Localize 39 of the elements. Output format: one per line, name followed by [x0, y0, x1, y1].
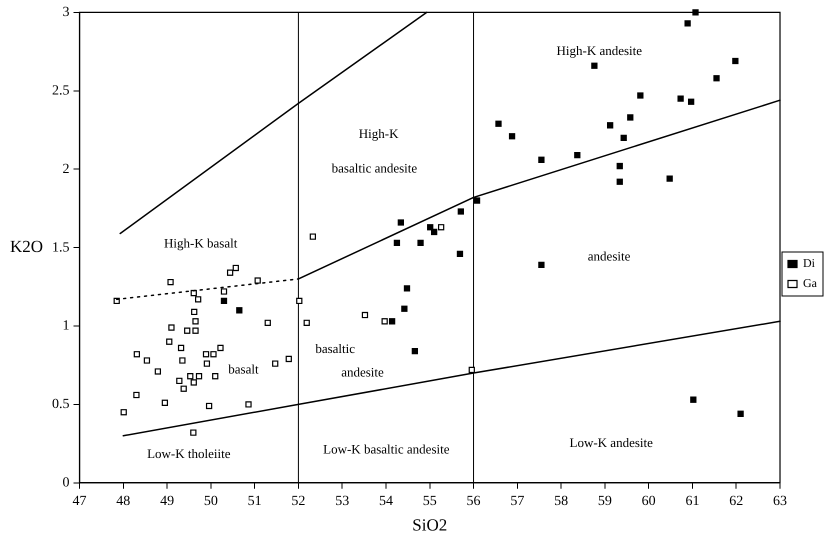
x-tick-label: 52	[291, 494, 306, 509]
x-tick-label: 59	[598, 494, 612, 509]
annotation: High-K	[358, 126, 400, 142]
x-tick-label: 51	[248, 494, 262, 509]
y-tick-label: 2	[62, 162, 70, 177]
x-axis-title: SiO2	[412, 515, 448, 534]
x-tick-label: 54	[378, 494, 393, 509]
x-tick-label: 63	[773, 494, 788, 509]
x-tick-label: 58	[554, 494, 568, 509]
x-tick-label: 47	[72, 494, 86, 509]
legend-label: Di	[803, 256, 816, 270]
y-axis-title: K2O	[10, 237, 44, 256]
y-tick-label: 2.5	[52, 83, 70, 98]
annotation: High-K andesite	[556, 42, 642, 58]
x-tick-label: 56	[466, 494, 481, 509]
x-tick-label: 49	[160, 494, 174, 509]
x-tick-label: 50	[204, 494, 218, 509]
x-tick-label: 61	[685, 494, 700, 509]
x-tick-label: 60	[642, 494, 656, 509]
y-tick-label: 1	[62, 318, 70, 334]
y-tick-label: 0.5	[52, 397, 70, 412]
y-tick-label: 1.5	[52, 240, 70, 256]
annotation: basalt	[228, 361, 259, 376]
annotation: High-K basalt	[164, 236, 238, 251]
x-tick-label: 48	[116, 494, 130, 509]
annotation: basaltic	[315, 341, 356, 356]
x-tick-label: 53	[335, 494, 350, 509]
x-tick-label: 55	[422, 494, 437, 509]
annotation: Low-K tholeiite	[147, 446, 231, 461]
x-tick-label: 62	[729, 494, 744, 509]
annotation: andesite	[341, 364, 384, 380]
annotation: basaltic andesite	[332, 160, 418, 176]
x-tick-label: 57	[510, 494, 524, 509]
y-tick-label: 3	[62, 5, 70, 20]
legend-label: Ga	[803, 276, 818, 290]
y-tick-label: 0	[62, 475, 70, 490]
annotation: Low-K basaltic andesite	[323, 441, 450, 456]
annotation: Low-K andesite	[569, 435, 654, 450]
annotation: andesite	[588, 248, 631, 264]
